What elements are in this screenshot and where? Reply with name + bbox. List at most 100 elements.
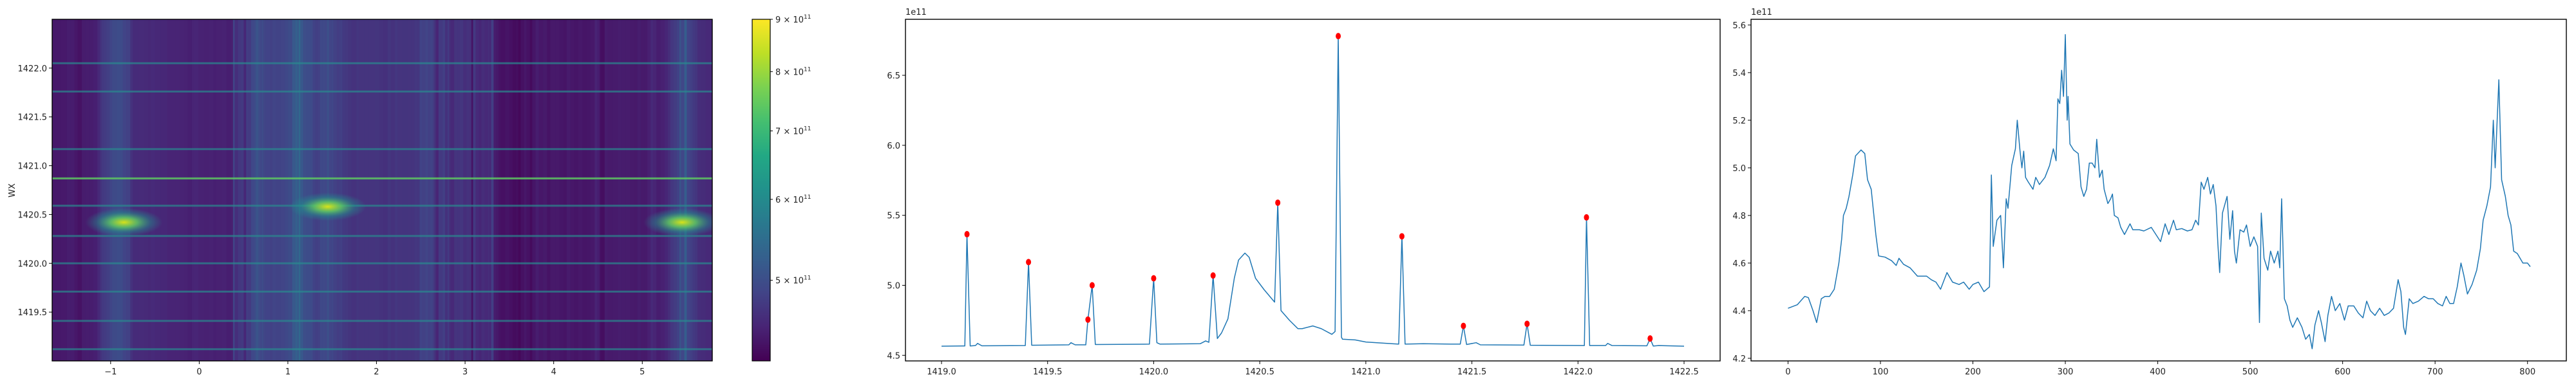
heatmap-column xyxy=(529,19,533,361)
series-line xyxy=(1788,33,2531,349)
heatmap-column xyxy=(447,19,450,361)
heatmap-column xyxy=(471,19,474,361)
heatmap-bright-row xyxy=(52,235,712,237)
heatmap-column xyxy=(597,19,600,361)
y-tick-label: 6.5 xyxy=(887,71,900,81)
x-tick-label: 100 xyxy=(1873,367,1889,377)
heatmap-column xyxy=(491,19,495,361)
peak-marker xyxy=(1336,33,1341,40)
peak-marker xyxy=(1647,335,1653,342)
heatmap-column xyxy=(524,19,527,361)
heatmap-bright-row xyxy=(52,320,712,322)
heatmap-column xyxy=(618,19,623,361)
heatmap-column xyxy=(341,19,343,361)
peak-marker xyxy=(1524,320,1530,327)
heatmap-column xyxy=(630,19,635,361)
x-tick-label: 1421.0 xyxy=(1351,367,1381,377)
heatmap-column xyxy=(375,19,380,361)
heatmap-column xyxy=(213,19,217,361)
heatmap-column xyxy=(425,19,428,361)
heatmap-column xyxy=(489,19,492,361)
heatmap-column xyxy=(582,19,587,361)
heatmap-column xyxy=(297,19,299,361)
heatmap-column xyxy=(594,19,598,361)
heatmap-column xyxy=(100,19,102,361)
heatmap-column xyxy=(570,19,575,361)
heatmap-column xyxy=(60,19,68,361)
colorbar-tick-exponent: 11 xyxy=(804,14,811,21)
heatmap-column xyxy=(288,19,291,361)
heatmap-column xyxy=(547,19,551,361)
heatmap-column xyxy=(664,19,668,361)
colorbar-tick-exponent: 11 xyxy=(804,275,811,282)
heatmap-column xyxy=(690,19,693,361)
heatmap-column xyxy=(208,19,214,361)
heatmap-column xyxy=(336,19,340,361)
heatmap-column xyxy=(591,19,596,361)
y-tick-label: 1422.0 xyxy=(18,64,48,74)
heatmap-column xyxy=(520,19,525,361)
heatmap-column xyxy=(434,19,437,361)
y-tick-label: 1419.5 xyxy=(18,308,48,318)
heatmap-column xyxy=(402,19,408,361)
heatmap-column xyxy=(430,19,433,361)
heatmap-column xyxy=(555,19,560,361)
heatmap-column xyxy=(342,19,346,361)
y-tick-label: 5.4 xyxy=(1732,69,1746,78)
peak-marker xyxy=(1399,233,1405,240)
heatmap-column xyxy=(436,19,439,361)
heatmap-column xyxy=(184,19,189,361)
heatmap-column xyxy=(234,19,239,361)
heatmap-column xyxy=(677,19,680,361)
x-tick-label: 800 xyxy=(2519,367,2535,377)
peak-marker xyxy=(964,231,970,238)
colorbar-tick-label: 8 × 1011 xyxy=(775,66,811,77)
colorbar-tick-label: 6 × 1011 xyxy=(775,194,811,205)
colorbar-tick-label: 9 × 1011 xyxy=(775,14,811,25)
heatmap-column xyxy=(710,19,712,361)
heatmap-column xyxy=(260,19,263,361)
heatmap-column xyxy=(705,19,710,361)
heatmap-column xyxy=(339,19,341,361)
heatmap-column xyxy=(604,19,609,361)
heatmap-column xyxy=(612,19,618,361)
heatmap-column xyxy=(442,19,446,361)
heatmap-column xyxy=(112,19,118,361)
heatmap-column xyxy=(505,19,510,361)
series-line xyxy=(941,35,1685,347)
heatmap-column xyxy=(438,19,443,361)
heatmap-column xyxy=(515,19,519,361)
heatmap-column xyxy=(231,19,234,361)
heatmap-column xyxy=(640,19,645,361)
x-tick-label: 400 xyxy=(2150,367,2166,377)
heatmap-column xyxy=(77,19,82,361)
y-tick-label: 4.4 xyxy=(1732,307,1746,317)
heatmap-column xyxy=(509,19,513,361)
heatmap-column xyxy=(512,19,516,361)
heatmap-column xyxy=(478,19,482,361)
x-tick-label: 5 xyxy=(639,367,645,377)
heatmap-column xyxy=(258,19,261,361)
heatmap-column xyxy=(475,19,480,361)
colorbar-tick-exponent: 11 xyxy=(804,125,811,132)
heatmap-column xyxy=(417,19,421,361)
heatmap-column xyxy=(97,19,100,361)
heatmap-column xyxy=(120,19,124,361)
heatmap-column xyxy=(550,19,556,361)
heatmap-column xyxy=(246,19,249,361)
offset-text: 1e11 xyxy=(1751,8,1772,17)
heatmap-column xyxy=(656,19,661,361)
heatmap-column xyxy=(463,19,467,361)
heatmap-column xyxy=(488,19,490,361)
y-tick-label: 1420.0 xyxy=(18,259,48,269)
heatmap-column xyxy=(310,19,314,361)
heatmap-column xyxy=(138,19,145,361)
heatmap-column xyxy=(368,19,376,361)
heatmap-column xyxy=(133,19,139,361)
peak-marker xyxy=(1275,199,1281,207)
heatmap-column xyxy=(254,19,257,361)
heatmap-column xyxy=(411,19,415,361)
heatmap-column xyxy=(454,19,458,361)
heatmap-column xyxy=(625,19,630,361)
